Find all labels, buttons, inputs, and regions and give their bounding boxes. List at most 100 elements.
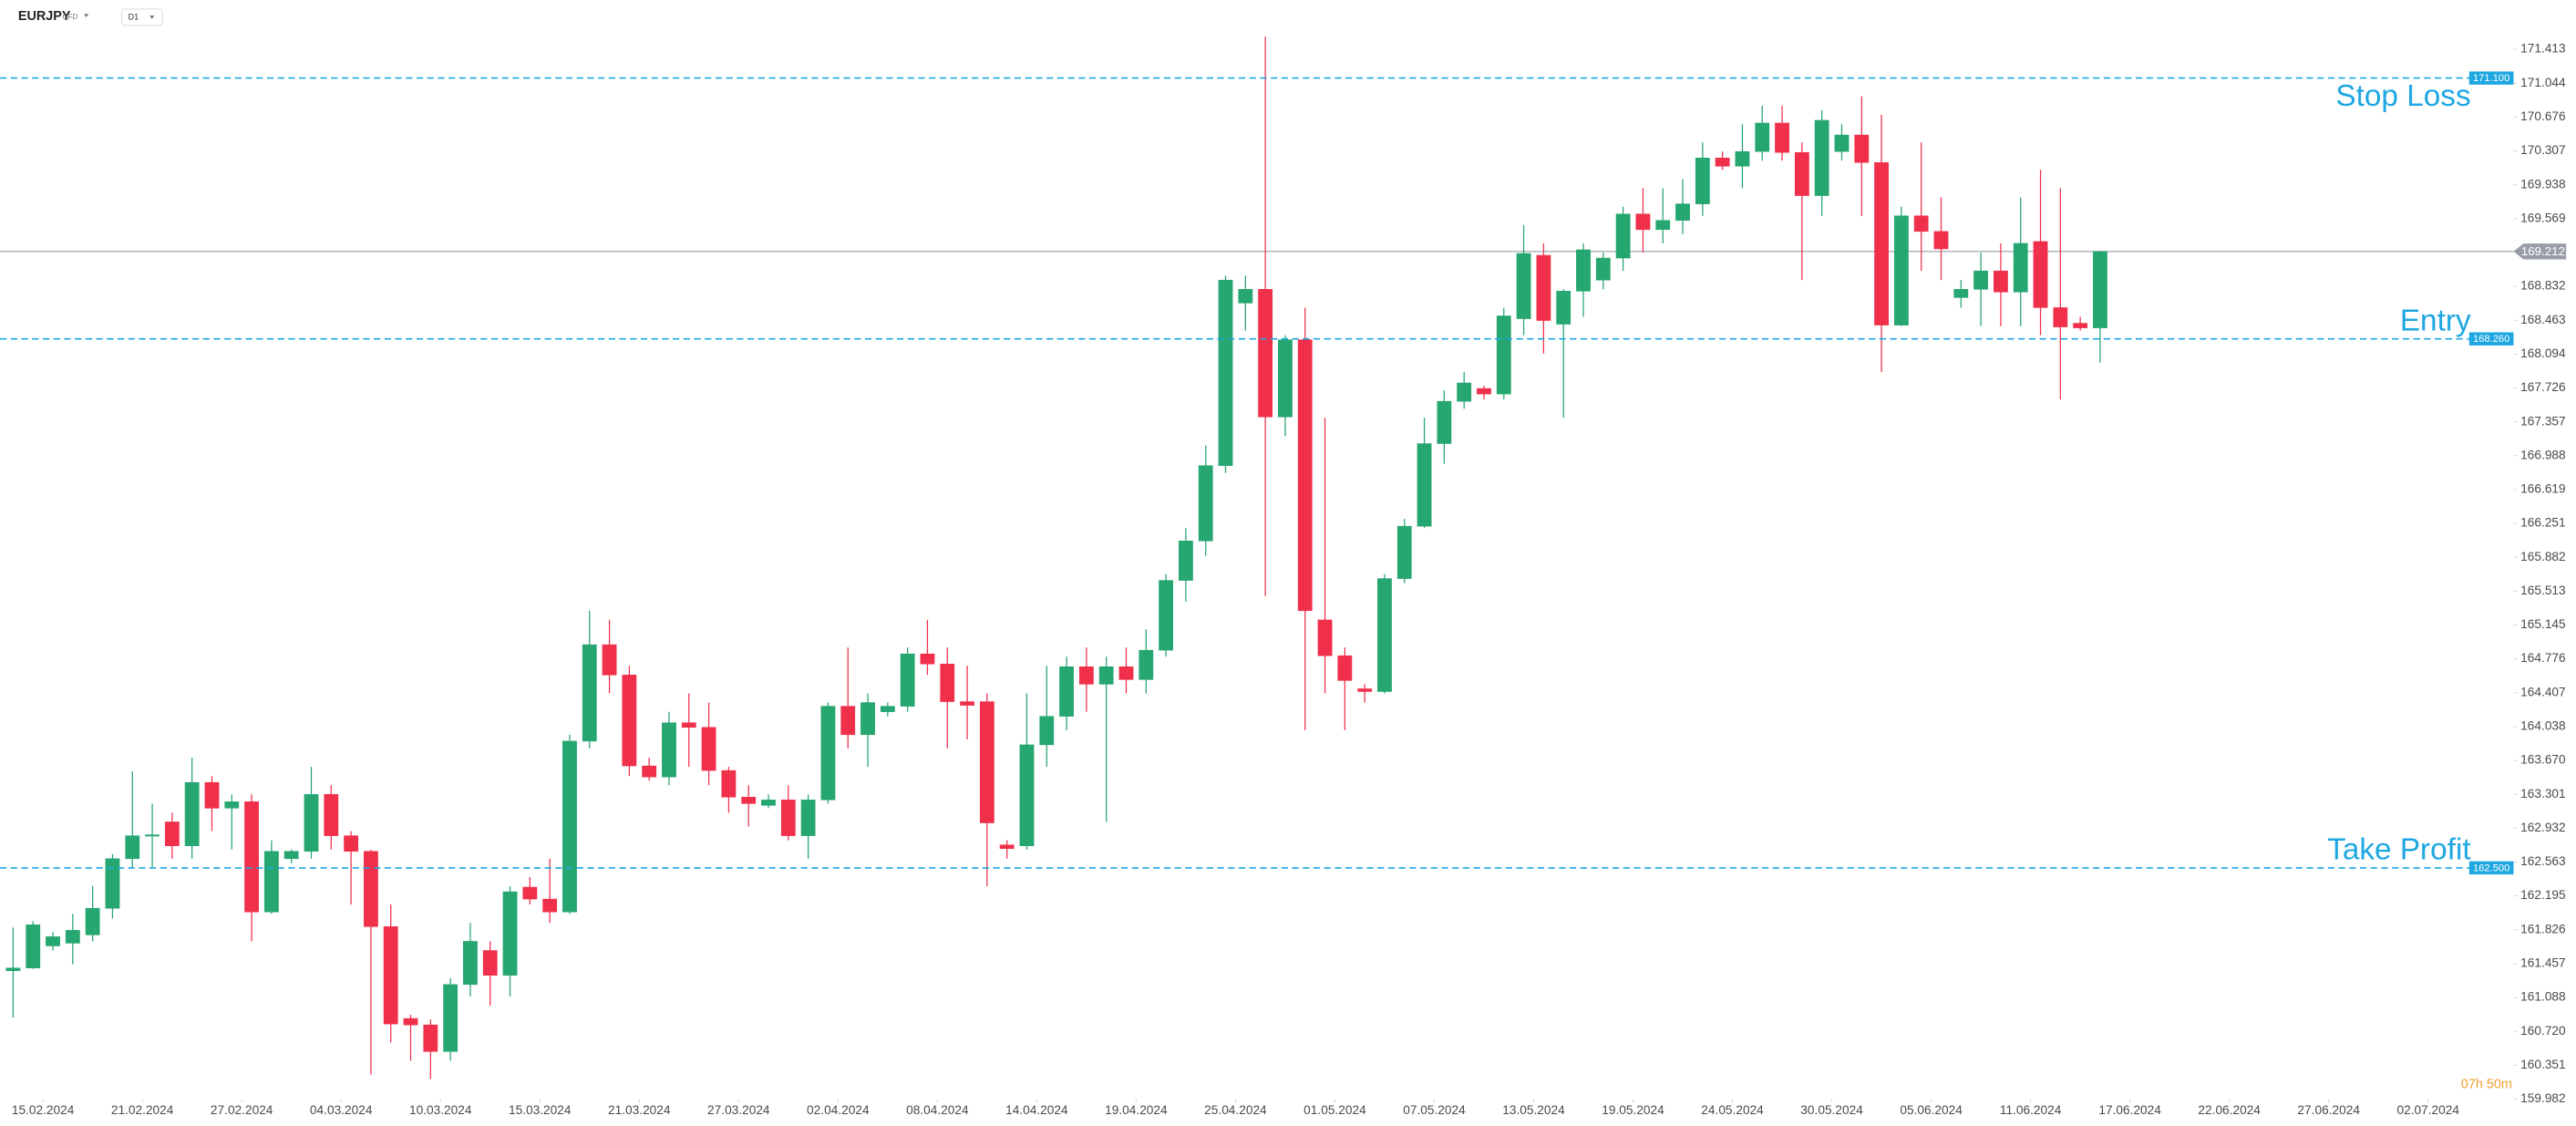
x-tick-label: 13.05.2024	[1502, 1103, 1565, 1117]
candle-body	[940, 663, 955, 702]
candle-body	[1139, 649, 1154, 680]
y-tick-label: 163.301	[2520, 787, 2565, 801]
timeframe-button[interactable]	[120, 8, 163, 26]
candle-body	[2093, 251, 2107, 328]
candle-body	[85, 907, 100, 935]
candle-body	[1755, 122, 1770, 152]
candle-body	[1417, 443, 1432, 527]
x-tick-label: 25.04.2024	[1204, 1103, 1267, 1117]
x-tick-label: 15.03.2024	[509, 1103, 572, 1117]
x-tick-label: 01.05.2024	[1303, 1103, 1366, 1117]
candle-body	[2073, 323, 2088, 328]
candle-body	[1238, 289, 1253, 304]
level-tag	[2468, 71, 2514, 85]
candle-body	[2013, 243, 2028, 293]
candle-body	[1973, 270, 1989, 290]
candle-body	[26, 925, 41, 968]
x-tick-label: 04.03.2024	[310, 1103, 373, 1117]
candle-body	[5, 967, 21, 971]
candle-body	[1635, 213, 1651, 231]
candle-body	[741, 797, 757, 804]
y-tick-label: 164.407	[2520, 685, 2565, 698]
candle-body	[582, 644, 597, 742]
candle-body	[880, 706, 895, 712]
candle-body	[562, 740, 577, 913]
candle-body	[1615, 213, 1631, 259]
y-tick-label: 165.882	[2520, 550, 2565, 563]
candle-body	[1019, 744, 1035, 846]
candle-body	[701, 727, 716, 771]
symbol-dropdown[interactable]	[83, 14, 89, 17]
x-tick-label: 17.06.2024	[2098, 1103, 2161, 1117]
y-tick-label: 166.251	[2520, 516, 2565, 530]
level-tag	[2468, 332, 2514, 346]
candle-body	[1994, 270, 2008, 293]
level-name: Stop Loss	[2335, 79, 2470, 113]
level-name: Entry	[2400, 304, 2471, 337]
y-tick-label: 170.676	[2520, 109, 2566, 123]
candle-body	[145, 834, 160, 837]
candle-body	[1516, 253, 1531, 319]
candle-body	[1953, 289, 1969, 298]
candle-body	[1218, 279, 1233, 466]
x-tick-label: 08.04.2024	[906, 1103, 969, 1117]
candle-body	[1457, 382, 1472, 402]
candle-body	[1039, 716, 1055, 746]
y-tick-label: 165.145	[2520, 617, 2566, 631]
x-tick-label: 02.07.2024	[2396, 1103, 2459, 1117]
candle-body	[999, 844, 1015, 849]
candle-body	[1715, 157, 1730, 167]
candle-body	[542, 898, 558, 913]
candle-body	[244, 801, 259, 913]
candle-body	[1814, 119, 1829, 196]
y-tick-label: 161.457	[2520, 956, 2565, 970]
candle-body	[979, 701, 994, 823]
x-tick-label: 30.05.2024	[1800, 1103, 1863, 1117]
candle-body	[602, 644, 617, 676]
candle-body	[2053, 307, 2068, 327]
y-tick-label: 162.195	[2520, 888, 2566, 902]
timeframe: D1	[129, 12, 139, 21]
y-tick-label: 160.720	[2520, 1024, 2566, 1038]
y-tick-label: 166.619	[2520, 482, 2565, 496]
candle-body	[304, 794, 319, 852]
y-tick-label: 168.463	[2520, 313, 2566, 326]
x-tick-label: 07.05.2024	[1403, 1103, 1466, 1117]
level-name: Take Profit	[2327, 833, 2471, 867]
candle-body	[780, 800, 796, 836]
candle-body	[1775, 122, 1789, 153]
candle-body	[443, 984, 459, 1052]
x-tick-label: 27.06.2024	[2297, 1103, 2360, 1117]
y-tick-label: 161.826	[2520, 922, 2566, 935]
candle-body	[364, 851, 378, 927]
level-value: 171.100	[2473, 73, 2509, 84]
candle-body	[204, 781, 220, 809]
candle-body	[283, 851, 299, 860]
candle-body	[105, 858, 120, 909]
candle-body	[1576, 249, 1591, 292]
candle-body	[1834, 134, 1850, 152]
candle-body	[642, 765, 657, 778]
candle-body	[1297, 339, 1313, 612]
y-tick-label: 169.569	[2520, 211, 2565, 224]
candle-body	[1179, 541, 1193, 581]
candle-body	[1337, 655, 1353, 681]
x-tick-label: 14.04.2024	[1005, 1103, 1068, 1117]
current-price-label: 169.212	[2521, 244, 2565, 258]
candle-body	[1655, 220, 1671, 231]
level-value: 162.500	[2473, 863, 2509, 873]
candle-body	[1258, 289, 1273, 418]
x-tick-label: 19.05.2024	[1602, 1103, 1664, 1117]
y-tick-label: 171.413	[2520, 42, 2566, 56]
level-tag	[2468, 861, 2514, 875]
candle-body	[1377, 578, 1392, 692]
symbol[interactable]: EURJPY	[18, 9, 71, 24]
x-tick-label: 19.04.2024	[1105, 1103, 1168, 1117]
instrument-type: CFD	[63, 13, 78, 21]
candle-body	[344, 835, 359, 852]
y-tick-label: 168.094	[2520, 346, 2566, 360]
candle-body	[1874, 162, 1889, 325]
candle-body	[900, 653, 915, 707]
candle-body	[1595, 257, 1611, 281]
